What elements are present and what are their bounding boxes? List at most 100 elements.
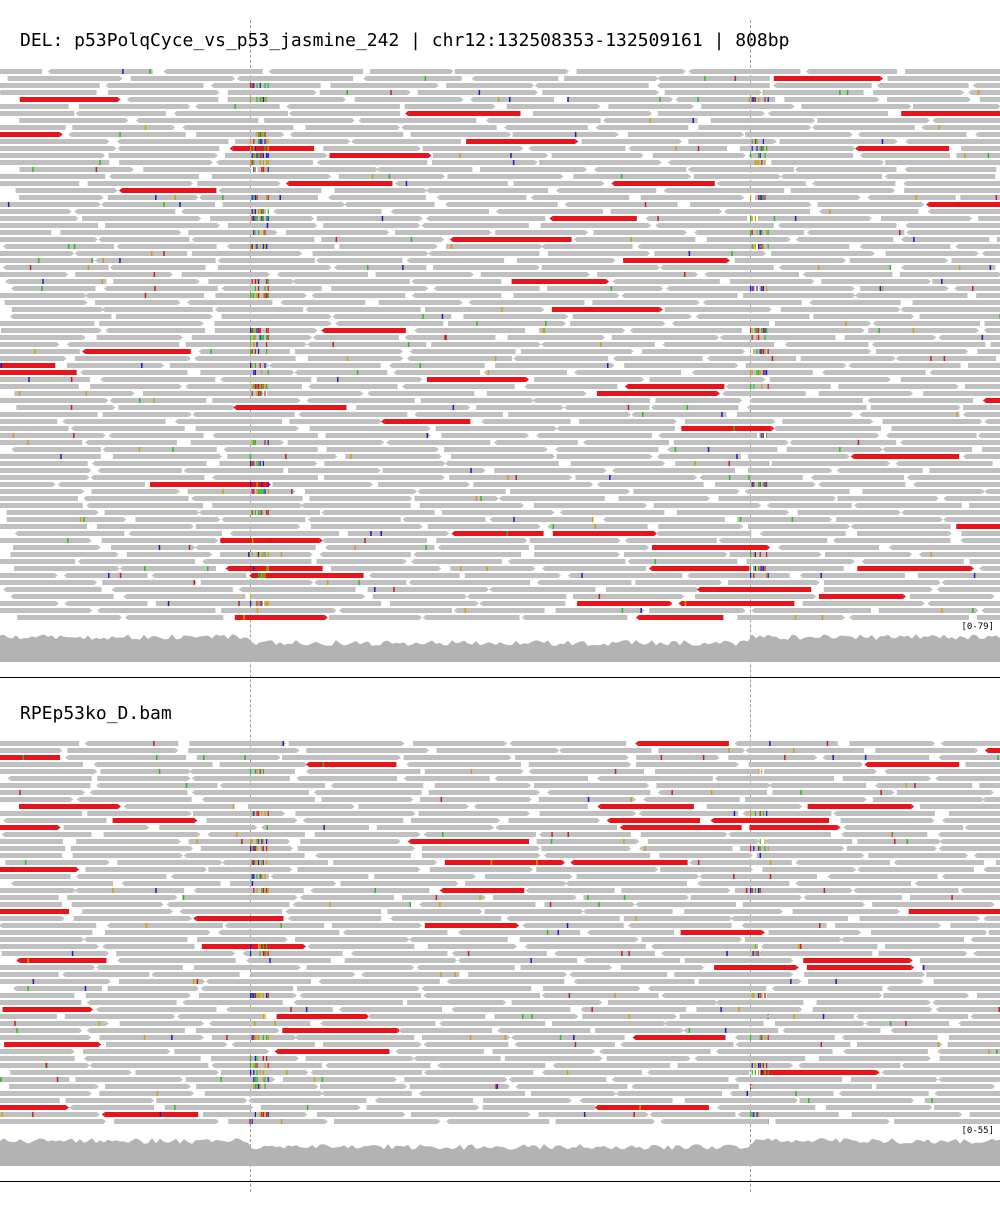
read[interactable]	[225, 153, 328, 158]
read[interactable]	[0, 90, 97, 95]
read[interactable]	[121, 881, 221, 886]
read[interactable]	[497, 1028, 591, 1033]
read[interactable]	[697, 881, 790, 886]
read[interactable]	[183, 468, 284, 473]
read[interactable]	[599, 1049, 711, 1054]
read[interactable]	[749, 398, 863, 403]
read[interactable]	[106, 1042, 228, 1047]
read[interactable]	[812, 125, 915, 130]
discordant-read[interactable]	[0, 132, 63, 137]
read[interactable]	[442, 510, 555, 515]
read[interactable]	[655, 223, 774, 228]
read[interactable]	[463, 314, 569, 319]
read[interactable]	[719, 335, 836, 340]
read[interactable]	[253, 888, 1000, 893]
read[interactable]	[540, 223, 652, 228]
read[interactable]	[539, 328, 626, 333]
read[interactable]	[250, 594, 366, 599]
discordant-read[interactable]	[908, 909, 1000, 914]
read[interactable]	[771, 461, 891, 466]
read[interactable]	[0, 251, 75, 256]
read[interactable]	[924, 1098, 1000, 1103]
read[interactable]	[862, 489, 985, 494]
read[interactable]	[296, 776, 397, 781]
read[interactable]	[195, 104, 280, 109]
read[interactable]	[223, 447, 318, 452]
read[interactable]	[741, 923, 827, 928]
read[interactable]	[84, 1056, 201, 1061]
read[interactable]	[76, 797, 192, 802]
read[interactable]	[342, 930, 448, 935]
read[interactable]	[97, 608, 216, 613]
discordant-read[interactable]	[285, 181, 393, 186]
read[interactable]	[78, 104, 191, 109]
read[interactable]	[0, 209, 72, 214]
read[interactable]	[250, 1063, 1000, 1068]
read[interactable]	[297, 986, 420, 991]
read[interactable]	[801, 104, 912, 109]
read[interactable]	[250, 160, 766, 165]
read[interactable]	[446, 1119, 550, 1124]
read[interactable]	[507, 559, 626, 564]
read[interactable]	[885, 251, 979, 256]
read[interactable]	[136, 118, 259, 123]
read[interactable]	[704, 272, 799, 277]
read[interactable]	[0, 384, 79, 389]
read[interactable]	[850, 1077, 938, 1082]
read[interactable]	[403, 755, 512, 760]
read[interactable]	[328, 615, 422, 620]
read[interactable]	[19, 167, 134, 172]
coverage-track[interactable]	[0, 1124, 1000, 1166]
read[interactable]	[0, 230, 52, 235]
read[interactable]	[447, 174, 564, 179]
read[interactable]	[390, 601, 479, 606]
read[interactable]	[409, 937, 508, 942]
read[interactable]	[573, 979, 695, 984]
read[interactable]	[849, 741, 936, 746]
read[interactable]	[200, 846, 294, 851]
read[interactable]	[421, 853, 541, 858]
read[interactable]	[810, 475, 905, 480]
read[interactable]	[0, 321, 95, 326]
read[interactable]	[649, 608, 746, 613]
discordant-read[interactable]	[276, 1014, 370, 1019]
read[interactable]	[436, 748, 560, 753]
read[interactable]	[597, 272, 698, 277]
read[interactable]	[198, 349, 290, 354]
read[interactable]	[483, 370, 567, 375]
read[interactable]	[289, 419, 382, 424]
read[interactable]	[743, 293, 856, 298]
read[interactable]	[774, 321, 872, 326]
read[interactable]	[306, 398, 415, 403]
read[interactable]	[181, 209, 267, 214]
read[interactable]	[977, 993, 1000, 998]
discordant-read[interactable]	[16, 958, 107, 963]
discordant-read[interactable]	[926, 202, 1000, 207]
read[interactable]	[878, 951, 968, 956]
read[interactable]	[882, 447, 973, 452]
read[interactable]	[292, 279, 410, 284]
read[interactable]	[515, 755, 629, 760]
read[interactable]	[222, 202, 346, 207]
read[interactable]	[345, 454, 442, 459]
read[interactable]	[710, 118, 816, 123]
read[interactable]	[198, 993, 297, 998]
read[interactable]	[495, 230, 589, 235]
read[interactable]	[82, 909, 174, 914]
read[interactable]	[818, 482, 906, 487]
read[interactable]	[603, 517, 725, 522]
read[interactable]	[758, 216, 872, 221]
read[interactable]	[772, 790, 895, 795]
read[interactable]	[273, 209, 382, 214]
read[interactable]	[620, 965, 704, 970]
read[interactable]	[816, 1000, 931, 1005]
read[interactable]	[428, 790, 540, 795]
read[interactable]	[494, 468, 607, 473]
discordant-read[interactable]	[2, 1007, 94, 1012]
discordant-read[interactable]	[648, 566, 750, 571]
read[interactable]	[0, 979, 111, 984]
read[interactable]	[977, 349, 1000, 354]
read[interactable]	[215, 293, 307, 298]
read[interactable]	[592, 300, 700, 305]
read[interactable]	[872, 902, 995, 907]
